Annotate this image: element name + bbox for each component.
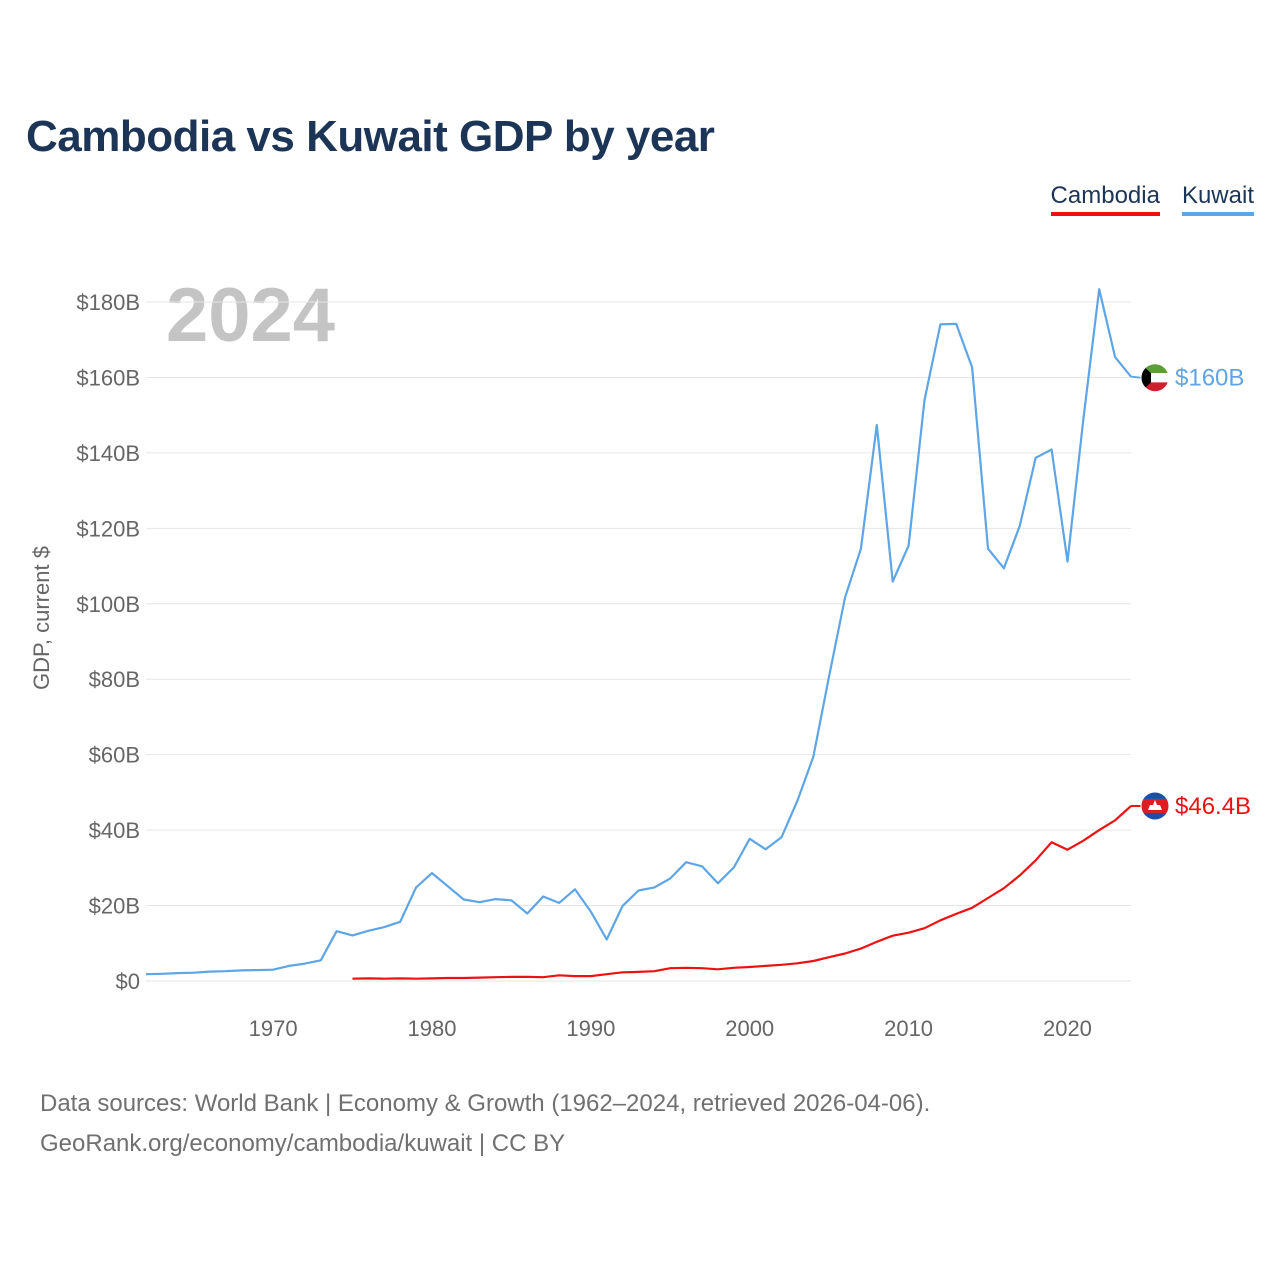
source-note: Data sources: World Bank | Economy & Gro… xyxy=(40,1084,930,1164)
series-lines xyxy=(145,288,1132,980)
x-tick-label: 1990 xyxy=(566,1016,615,1041)
cambodia-flag-icon xyxy=(1140,791,1170,821)
y-tick-label: $120B xyxy=(76,516,140,541)
y-tick-label: $160B xyxy=(76,365,140,390)
x-tick-label: 1980 xyxy=(407,1016,456,1041)
legend: Cambodia Kuwait xyxy=(1050,182,1254,216)
y-tick-label: $60B xyxy=(89,743,140,768)
end-connector xyxy=(1130,375,1142,379)
series-line-kuwait xyxy=(145,288,1132,976)
x-tick-labels: 1970 1980 1990 2000 2010 2020 xyxy=(249,1016,1092,1041)
legend-item-cambodia[interactable]: Cambodia xyxy=(1050,182,1160,216)
y-tick-label: $20B xyxy=(89,894,140,919)
x-tick-label: 2000 xyxy=(725,1016,774,1041)
y-tick-label: $140B xyxy=(76,441,140,466)
series-line-cambodia xyxy=(352,805,1132,980)
series-end-markers: $160B $46.4B xyxy=(1130,363,1251,821)
year-watermark: 2024 xyxy=(166,273,336,358)
y-tick-label: $40B xyxy=(89,818,140,843)
x-tick-label: 1970 xyxy=(249,1016,298,1041)
end-label-kuwait: $160B xyxy=(1175,365,1244,392)
gridlines xyxy=(146,301,1131,982)
y-tick-label: $100B xyxy=(76,592,140,617)
source-line-2[interactable]: GeoRank.org/economy/cambodia/kuwait | CC… xyxy=(40,1130,566,1157)
x-tick-label: 2020 xyxy=(1043,1016,1092,1041)
source-line-1: Data sources: World Bank | Economy & Gro… xyxy=(40,1090,931,1117)
y-tick-label: $0 xyxy=(116,969,140,994)
kuwait-flag-icon xyxy=(1140,363,1170,393)
y-tick-labels: $0 $20B $40B $60B $80B $100B $120B $140B $160B $1… xyxy=(76,290,140,994)
legend-item-kuwait[interactable]: Kuwait xyxy=(1181,182,1254,216)
y-tick-label: $80B xyxy=(89,667,140,692)
end-label-cambodia: $46.4B xyxy=(1175,793,1251,820)
x-tick-label: 2010 xyxy=(884,1016,933,1041)
chart-title: Cambodia vs Kuwait GDP by year xyxy=(26,112,715,161)
y-tick-label: $180B xyxy=(76,290,140,315)
